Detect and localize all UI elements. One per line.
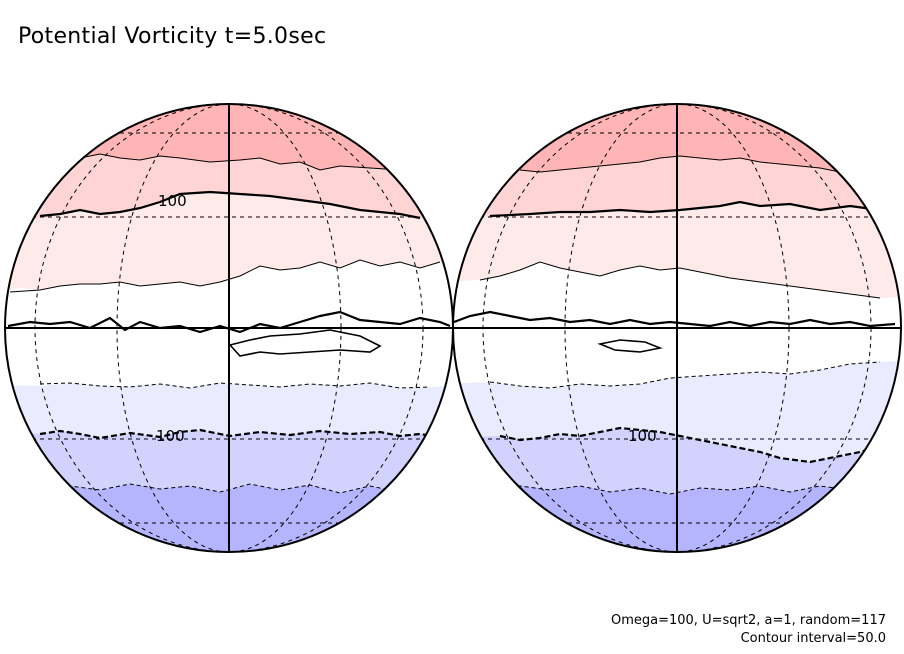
right-contour-north-100 xyxy=(489,200,881,218)
right-globe-outline xyxy=(452,103,902,553)
right-contour-south-50 xyxy=(489,361,881,389)
right-globe: 100 xyxy=(452,103,902,553)
right-contour-label-south: 100 xyxy=(628,427,657,445)
contour-interval-note: Contour interval=50.0 xyxy=(740,631,886,646)
left-contour-label-south: 100 xyxy=(156,427,185,445)
right-contour-south-150 xyxy=(489,483,881,495)
right-contour-north-50 xyxy=(479,261,881,299)
left-contour-north-100 xyxy=(39,190,421,220)
plot-title: Potential Vorticity t=5.0sec xyxy=(18,24,327,49)
left-contour-south-150 xyxy=(39,483,421,494)
left-contour-label-north: 100 xyxy=(158,192,187,210)
left-globe: 100 100 xyxy=(4,103,454,553)
left-contour-north-150 xyxy=(39,153,401,171)
right-contour-equator-0 xyxy=(453,310,896,328)
right-contours xyxy=(453,155,896,495)
right-contour-eq-loop xyxy=(597,339,663,353)
right-contour-north-150 xyxy=(519,155,881,181)
left-contour-south-50 xyxy=(39,382,431,389)
right-contour-south-100 xyxy=(499,426,881,464)
left-contour-eq-loop xyxy=(228,329,382,357)
parameters-note: Omega=100, U=sqrt2, a=1, random=117 xyxy=(610,613,886,628)
